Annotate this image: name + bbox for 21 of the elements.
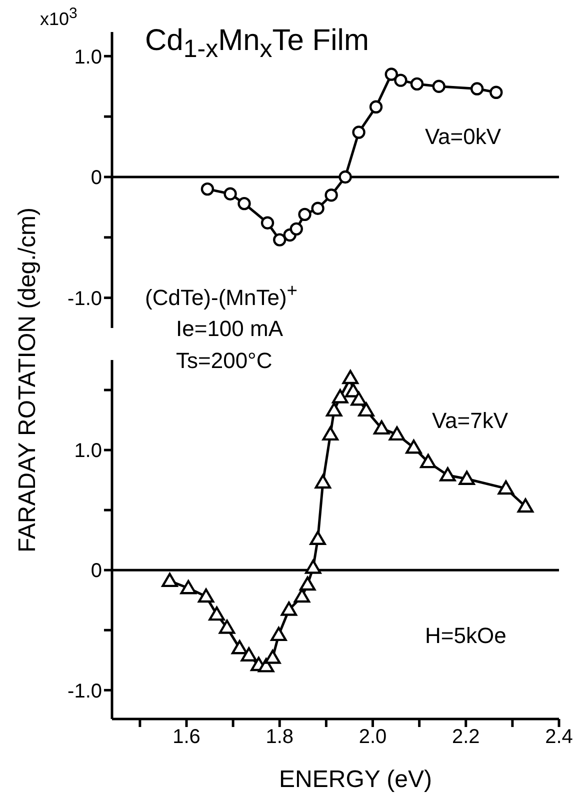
y-axis-title: FARADAY ROTATION (deg./cm) [14,208,41,552]
x-tick-label: 2.0 [358,726,387,748]
annotation: H=5kOe [425,623,506,648]
annotation: Ie=100 mA [176,316,284,341]
y-tick-label: -1.0 [68,680,102,702]
y-tick-label: 1.0 [74,46,102,68]
x-tick-label: 2.2 [452,726,480,748]
annotation: (CdTe)-(MnTe)$^{+}$ [145,280,298,310]
x-tick-label: 1.6 [172,726,200,748]
series-label: Va=0kV [425,124,502,149]
chart-title: Cd$_{1-x}$Mn$_{x}$Te Film [145,24,369,63]
annotation: Ts=200°C [176,348,272,373]
series-label: Va=7kV [432,408,508,433]
x-tick-label: 1.8 [266,726,294,748]
text: x10$^{3}$ [40,5,78,29]
x-axis-title: ENERGY (eV) [279,766,432,793]
y-tick-label: -1.0 [68,288,102,310]
y-tick-label: 1.0 [74,440,102,462]
y-tick-label: 0 [90,560,102,582]
x-tick-label: 2.4 [545,726,573,748]
y-tick-label: 0 [90,167,102,190]
